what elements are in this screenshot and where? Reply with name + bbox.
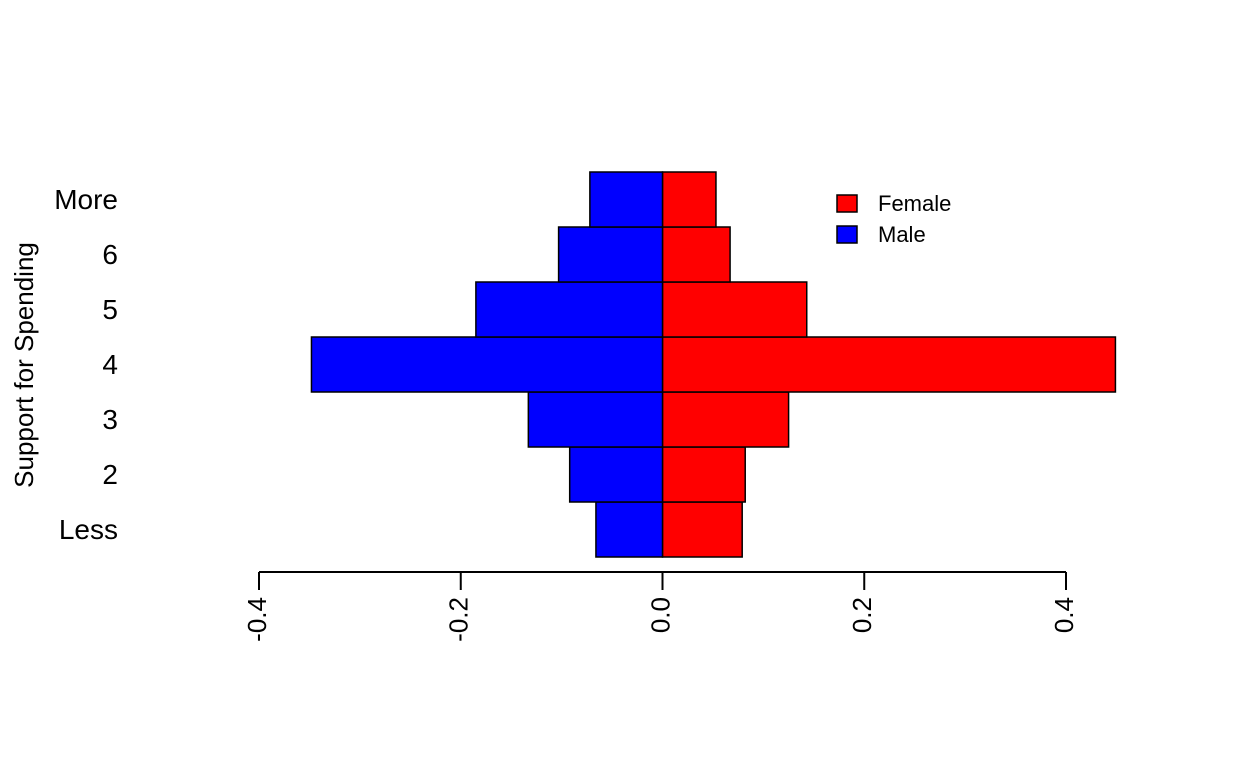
x-tick-label: 0.4 xyxy=(1049,597,1079,633)
legend-label: Female xyxy=(878,191,951,216)
x-tick-label: -0.2 xyxy=(444,597,474,642)
bar xyxy=(661,336,1117,393)
bar xyxy=(661,226,731,283)
x-tick-label: 0.0 xyxy=(645,597,675,633)
y-tick-label: 5 xyxy=(102,294,118,325)
legend-swatch xyxy=(836,225,858,244)
y-tick-label: 4 xyxy=(102,349,118,380)
y-tick-label: More xyxy=(54,184,118,215)
bar xyxy=(661,171,717,228)
bar xyxy=(527,391,664,448)
bar xyxy=(595,501,664,558)
bar xyxy=(661,446,746,503)
x-tick-label: 0.2 xyxy=(847,597,877,633)
bar xyxy=(557,226,664,283)
y-tick-label: 2 xyxy=(102,459,118,490)
y-tick-label: Less xyxy=(59,514,118,545)
bar xyxy=(661,501,743,558)
legend-label: Male xyxy=(878,222,926,247)
y-tick-label: 3 xyxy=(102,404,118,435)
x-tick-label: -0.4 xyxy=(242,597,272,642)
bar xyxy=(310,336,664,393)
bar xyxy=(475,281,664,338)
y-tick-label: 6 xyxy=(102,239,118,270)
bar xyxy=(661,281,808,338)
bar xyxy=(568,446,664,503)
bar xyxy=(589,171,664,228)
bar xyxy=(661,391,790,448)
y-axis-label: Support for Spending xyxy=(9,242,39,488)
legend-swatch xyxy=(836,194,858,213)
